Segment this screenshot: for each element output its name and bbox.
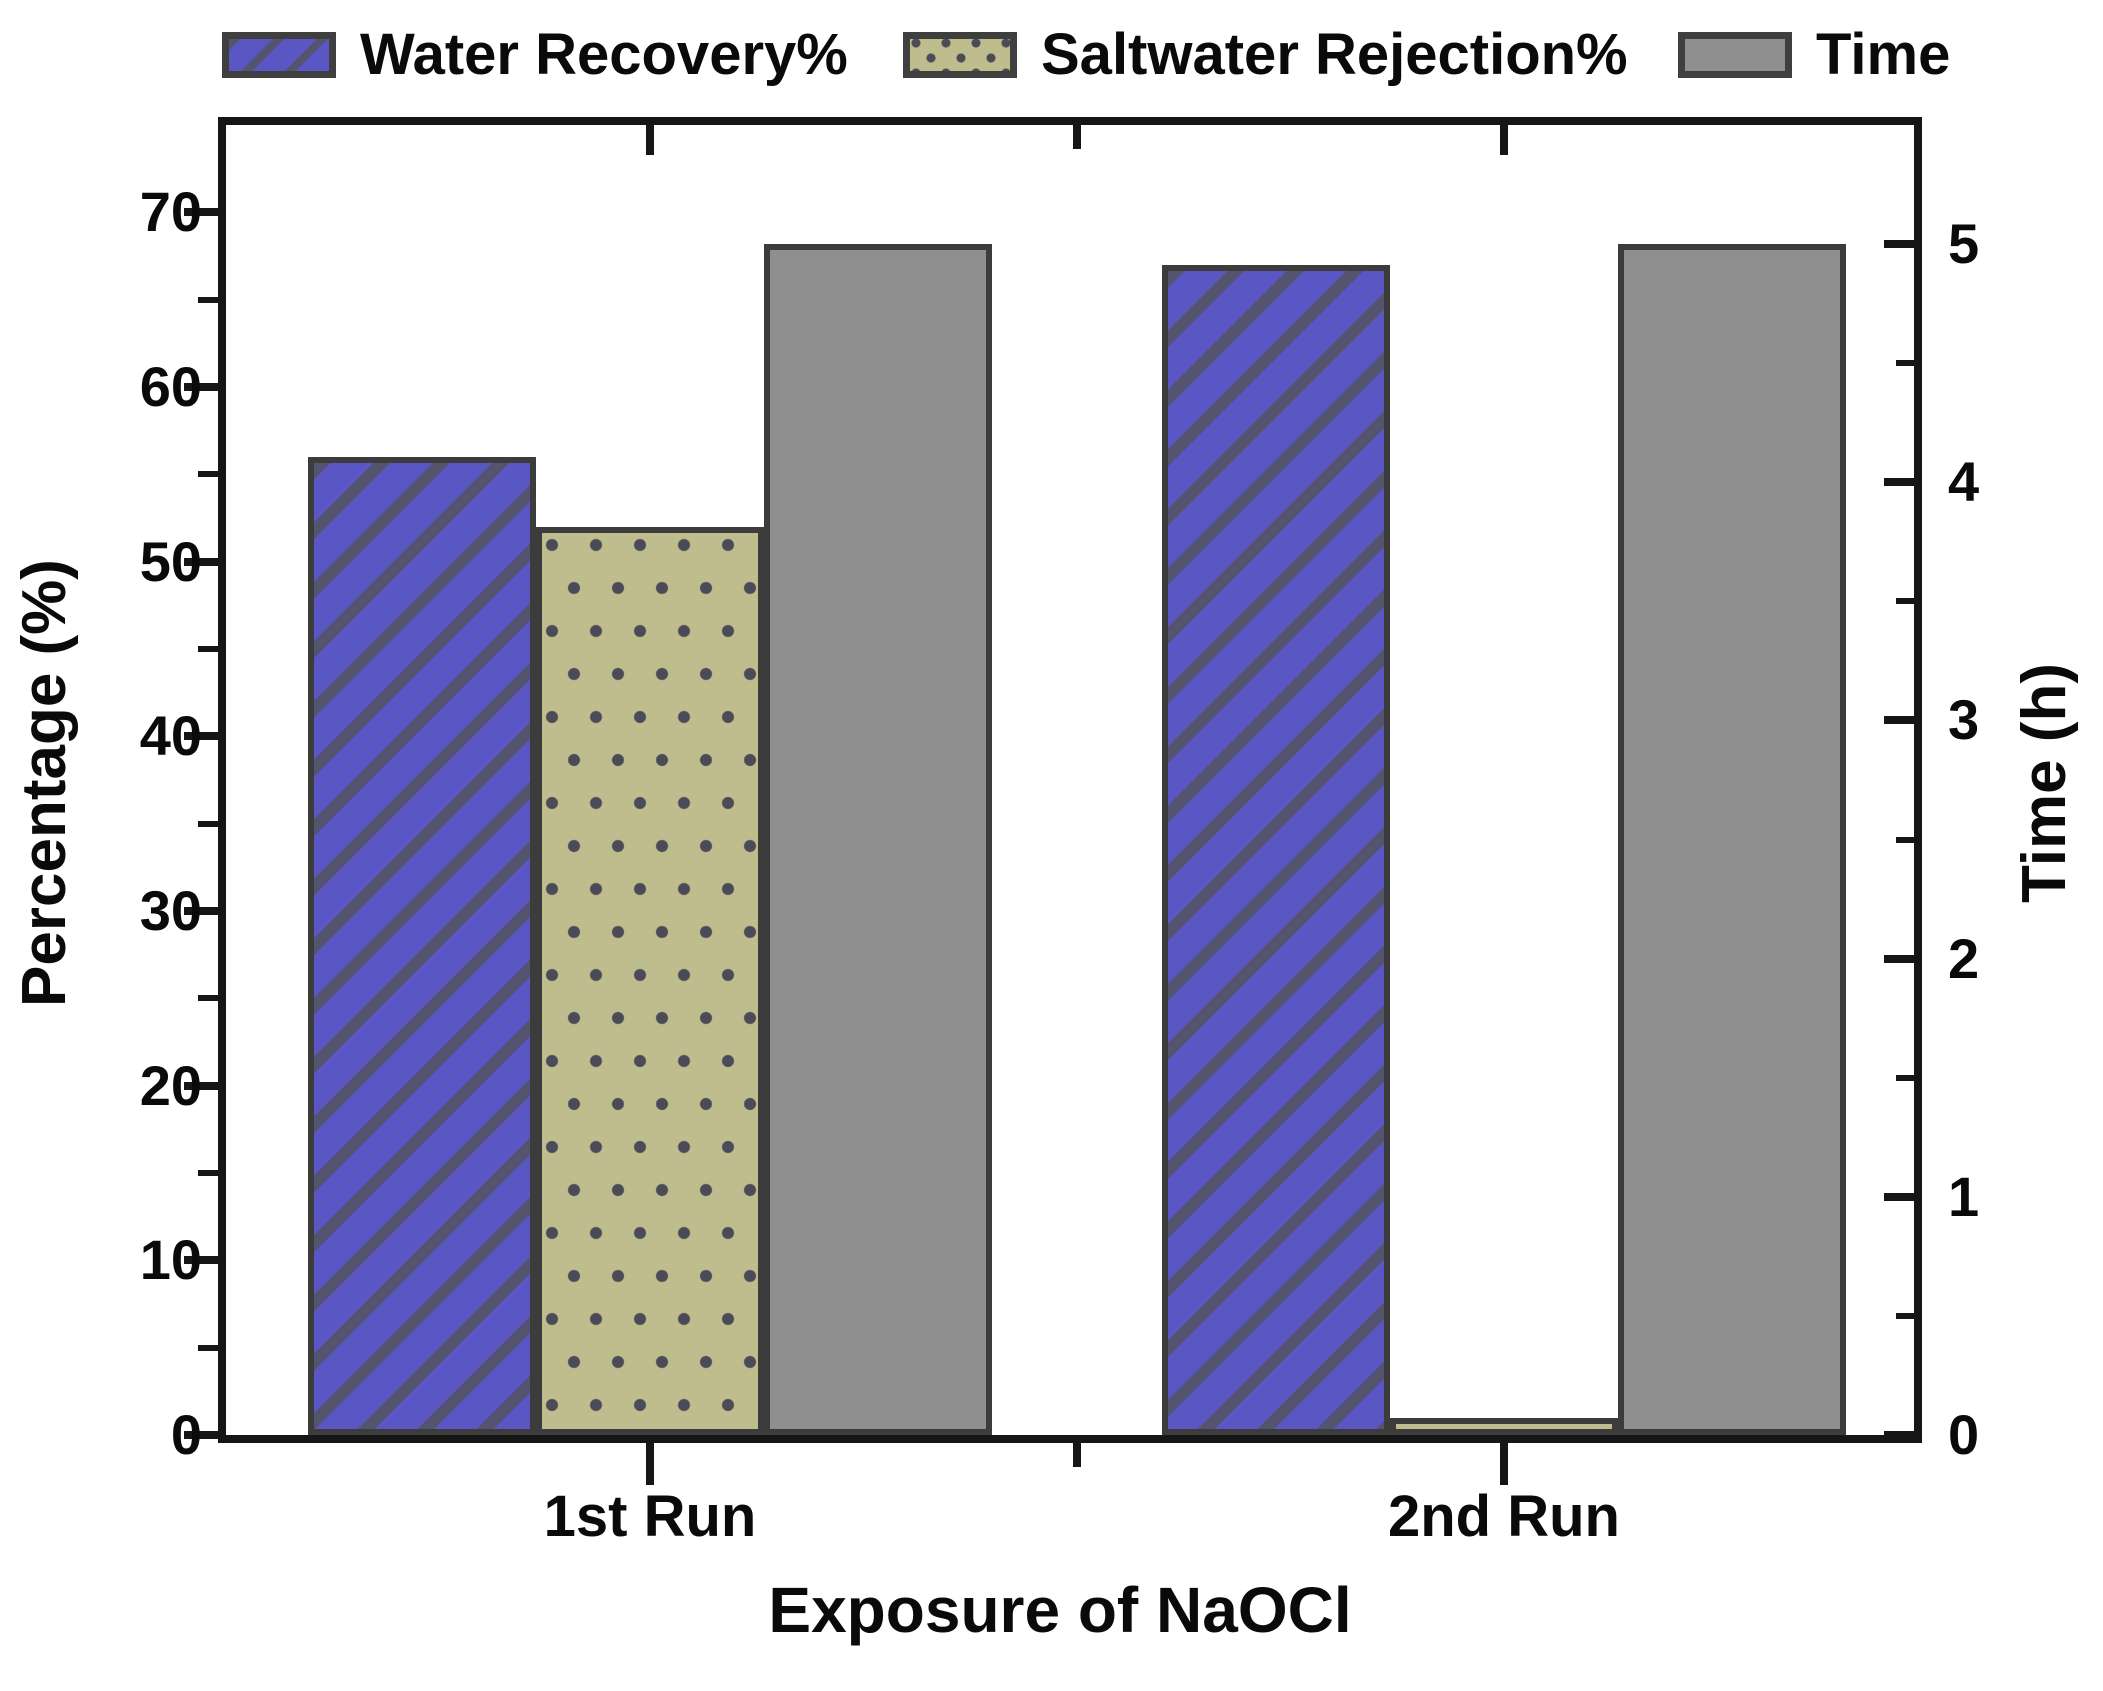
right-axis-tick-label-3: 3 xyxy=(1948,688,1980,752)
bar-water-recovery-1st-run xyxy=(308,456,536,1435)
left-axis-major-tick-60 xyxy=(184,383,218,391)
legend-item-time: Time xyxy=(1678,10,1950,100)
left-axis-tick-label-70: 70 xyxy=(139,180,202,244)
bar-saltwater-rejection-1st-run xyxy=(536,526,764,1435)
left-axis-minor-tick-55 xyxy=(198,471,218,478)
x-axis-tick-1st-run xyxy=(646,1441,654,1485)
left-axis-tick-label-0: 0 xyxy=(170,1403,202,1466)
right-axis-major-tick-3 xyxy=(1884,716,1914,725)
left-axis-tick-label-50: 50 xyxy=(139,529,202,593)
left-axis-tick-label-10: 10 xyxy=(139,1228,202,1292)
right-axis-major-tick-1 xyxy=(1884,1192,1914,1201)
left-axis-major-tick-30 xyxy=(184,907,218,915)
left-axis-minor-tick-65 xyxy=(198,296,218,303)
left-y-axis-title: Percentage (%) xyxy=(10,559,79,1007)
x-axis-title: Exposure of NaOCl xyxy=(768,1574,1352,1646)
top-axis-tick-2nd-run xyxy=(1500,123,1508,155)
left-axis-major-tick-0 xyxy=(184,1431,218,1439)
right-axis-major-tick-5 xyxy=(1884,240,1914,249)
left-axis-tick-label-30: 30 xyxy=(139,879,202,942)
left-axis-major-tick-70 xyxy=(184,208,218,217)
right-axis-major-tick-0 xyxy=(1884,1431,1914,1439)
left-axis-minor-tick-45 xyxy=(198,646,218,652)
bar-saltwater-rejection-2nd-run xyxy=(1390,1417,1618,1435)
left-axis-major-tick-20 xyxy=(184,1081,218,1090)
right-axis-minor-tick-3.5 xyxy=(1896,598,1914,605)
legend-item-saltwater-rejection: Saltwater Rejection% xyxy=(903,10,1628,100)
left-axis-major-tick-10 xyxy=(184,1256,218,1265)
left-axis-tick-label-20: 20 xyxy=(139,1053,202,1117)
right-axis-minor-tick-1.5 xyxy=(1896,1074,1914,1081)
saltwater-rejection-swatch-icon xyxy=(903,32,1017,78)
bar-time-2nd-run xyxy=(1618,244,1846,1435)
legend-item-water-recovery: Water Recovery% xyxy=(222,10,848,100)
right-axis-major-tick-4 xyxy=(1884,478,1914,487)
x-axis-mid-tick-bottom xyxy=(1073,1441,1081,1467)
right-axis-tick-label-4: 4 xyxy=(1948,450,1980,514)
left-axis-tick-label-40: 40 xyxy=(139,704,202,768)
top-axis-tick-1st-run xyxy=(646,123,654,155)
bar-time-1st-run xyxy=(764,244,992,1435)
left-axis-major-tick-50 xyxy=(184,557,218,566)
right-axis-minor-tick-2.5 xyxy=(1896,836,1914,843)
legend-label-saltwater-rejection: Saltwater Rejection% xyxy=(1041,22,1628,87)
left-axis-minor-tick-25 xyxy=(198,995,218,1002)
right-axis-tick-label-5: 5 xyxy=(1948,212,1980,276)
legend-label-water-recovery: Water Recovery% xyxy=(360,22,848,87)
x-tick-label-2nd-run: 2nd Run xyxy=(1388,1484,1620,1549)
left-axis-tick-label-60: 60 xyxy=(139,355,202,418)
right-axis-tick-label-0: 0 xyxy=(1948,1403,1980,1466)
right-axis-tick-label-2: 2 xyxy=(1948,926,1980,990)
right-y-axis-title: Time (h) xyxy=(2010,663,2079,903)
left-axis-minor-tick-15 xyxy=(198,1170,218,1176)
right-axis-minor-tick-4.5 xyxy=(1896,360,1914,367)
plot-area xyxy=(218,117,1922,1443)
time-swatch-icon xyxy=(1678,32,1792,78)
x-axis-tick-2nd-run xyxy=(1500,1441,1508,1485)
right-axis-minor-tick-0.5 xyxy=(1896,1312,1914,1319)
right-axis-tick-label-1: 1 xyxy=(1948,1164,1980,1228)
right-axis-major-tick-2 xyxy=(1884,954,1914,963)
bar-water-recovery-2nd-run xyxy=(1162,264,1390,1435)
left-axis-minor-tick-35 xyxy=(198,820,218,827)
left-axis-major-tick-40 xyxy=(184,732,218,741)
legend-label-time: Time xyxy=(1816,22,1951,87)
x-tick-label-1st-run: 1st Run xyxy=(543,1484,757,1549)
water-recovery-swatch-icon xyxy=(222,32,336,78)
left-axis-minor-tick-5 xyxy=(198,1344,218,1351)
top-axis-mid-tick xyxy=(1073,123,1081,149)
